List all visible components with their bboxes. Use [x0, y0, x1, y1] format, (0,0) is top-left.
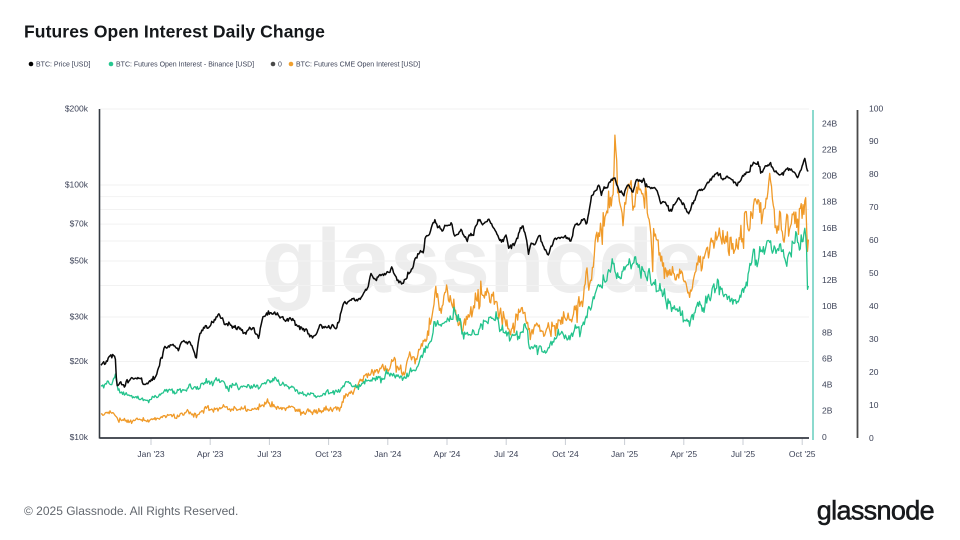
svg-text:Oct '23: Oct '23: [315, 449, 342, 459]
svg-text:18B: 18B: [822, 197, 837, 207]
svg-text:0: 0: [822, 432, 827, 442]
svg-text:$70k: $70k: [70, 218, 89, 228]
svg-text:© 2025 Glassnode. All Rights R: © 2025 Glassnode. All Rights Reserved.: [24, 504, 238, 518]
svg-text:70: 70: [869, 202, 879, 212]
svg-text:0: 0: [869, 433, 874, 443]
svg-text:$100k: $100k: [65, 179, 89, 189]
svg-text:Futures Open Interest Daily Ch: Futures Open Interest Daily Change: [24, 22, 325, 42]
svg-text:$10k: $10k: [70, 432, 89, 442]
svg-text:8B: 8B: [822, 327, 833, 337]
svg-text:80: 80: [869, 169, 879, 179]
svg-text:16B: 16B: [822, 223, 837, 233]
svg-text:6B: 6B: [822, 353, 833, 363]
svg-text:10B: 10B: [822, 301, 837, 311]
svg-text:Jul '25: Jul '25: [731, 449, 756, 459]
svg-text:Jan '24: Jan '24: [374, 449, 401, 459]
svg-text:$20k: $20k: [70, 356, 89, 366]
svg-text:glassnode: glassnode: [817, 496, 934, 526]
svg-text:Apr '24: Apr '24: [434, 449, 461, 459]
svg-text:BTC: Futures Open Interest - B: BTC: Futures Open Interest - Binance [US…: [116, 62, 254, 69]
svg-text:Jan '23: Jan '23: [137, 449, 164, 459]
svg-text:Apr '25: Apr '25: [670, 449, 697, 459]
svg-text:Oct '24: Oct '24: [552, 449, 579, 459]
svg-text:20: 20: [869, 367, 879, 377]
svg-text:50: 50: [869, 268, 879, 278]
svg-text:4B: 4B: [822, 380, 833, 390]
svg-text:Apr '23: Apr '23: [197, 449, 224, 459]
svg-text:BTC: Futures CME Open Interest: BTC: Futures CME Open Interest [USD]: [296, 62, 420, 69]
svg-text:40: 40: [869, 301, 879, 311]
svg-text:20B: 20B: [822, 171, 837, 181]
svg-text:90: 90: [869, 136, 879, 146]
svg-text:30: 30: [869, 334, 879, 344]
svg-text:Jul '23: Jul '23: [257, 449, 282, 459]
svg-text:$50k: $50k: [70, 255, 89, 265]
svg-text:0: 0: [278, 62, 282, 69]
svg-text:Jan '25: Jan '25: [611, 449, 638, 459]
svg-text:24B: 24B: [822, 118, 837, 128]
svg-text:22B: 22B: [822, 144, 837, 154]
svg-text:Jul '24: Jul '24: [494, 449, 519, 459]
svg-text:12B: 12B: [822, 275, 837, 285]
svg-text:BTC: Price [USD]: BTC: Price [USD]: [36, 62, 91, 69]
svg-text:$30k: $30k: [70, 311, 89, 321]
svg-text:100: 100: [869, 103, 883, 113]
svg-text:$200k: $200k: [65, 103, 89, 113]
svg-text:14B: 14B: [822, 249, 837, 259]
svg-text:10: 10: [869, 400, 879, 410]
svg-text:Oct '25: Oct '25: [789, 449, 816, 459]
svg-text:2B: 2B: [822, 406, 833, 416]
svg-text:60: 60: [869, 235, 879, 245]
